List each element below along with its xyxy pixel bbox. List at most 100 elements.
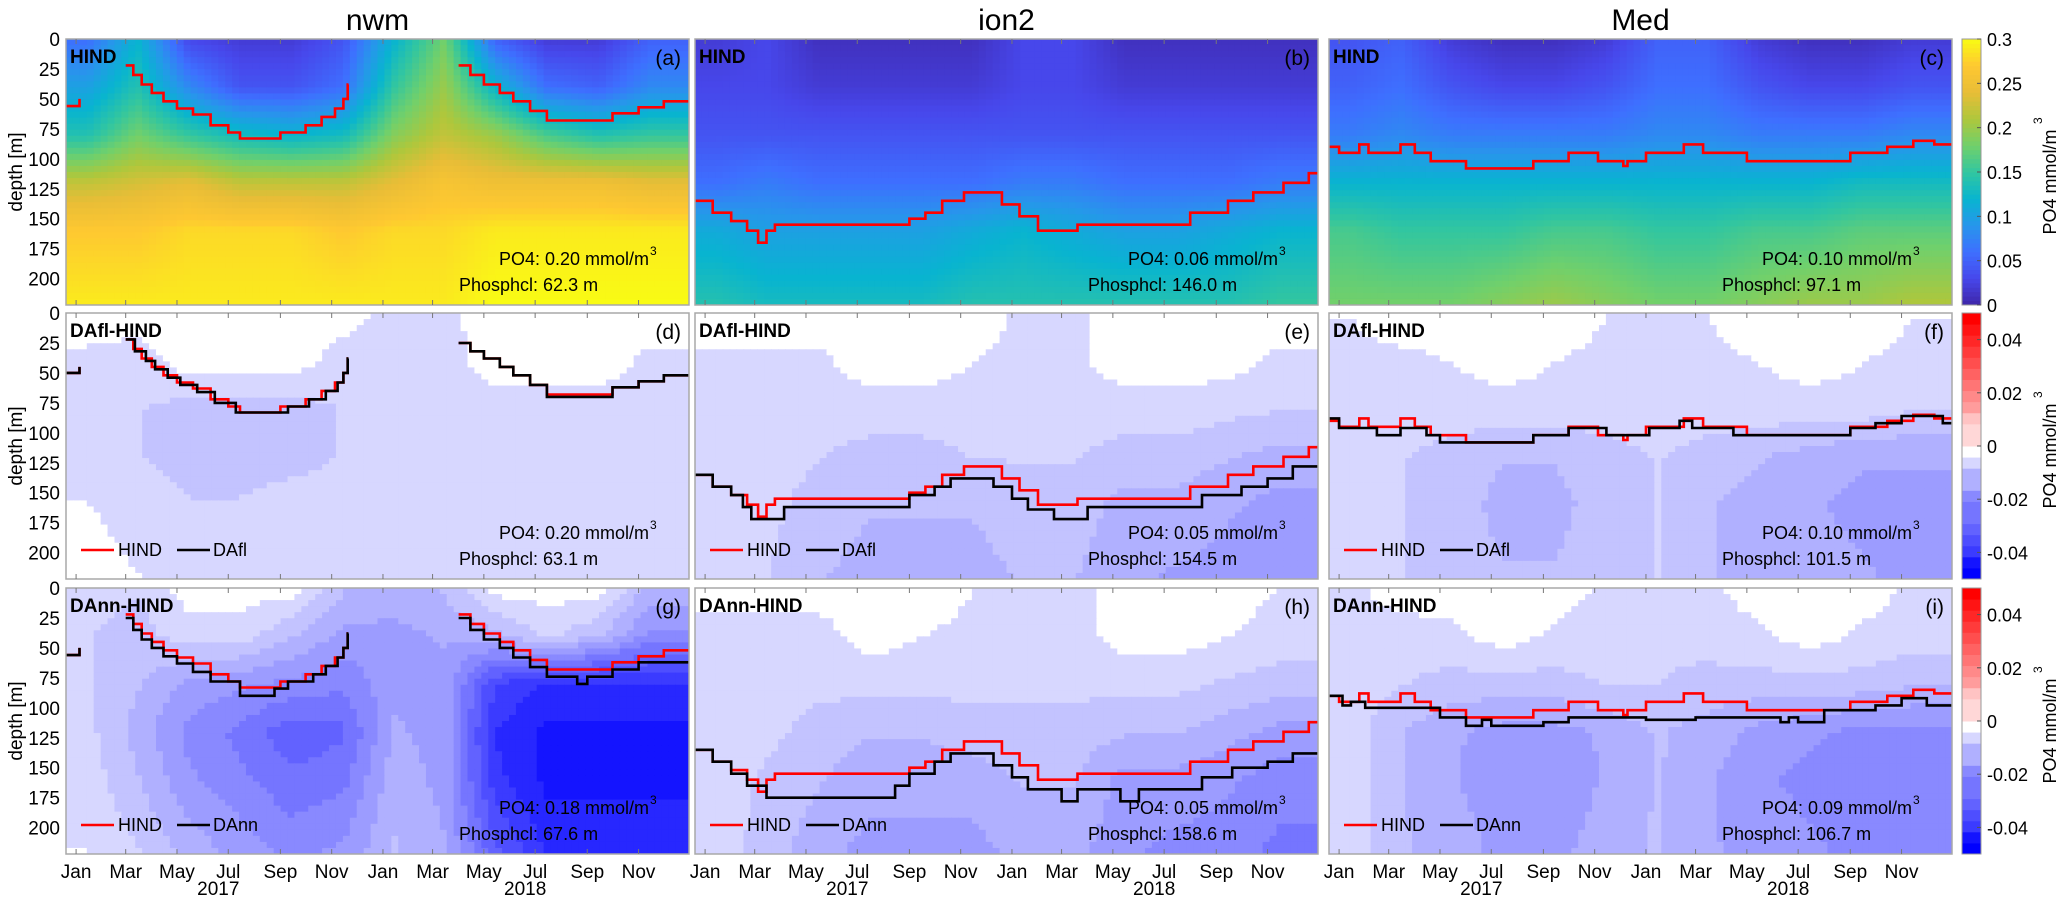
heatmap-cell (1151, 63, 1160, 70)
heatmap-cell (412, 298, 420, 305)
heatmap-cell (335, 123, 344, 131)
heatmap-cell (736, 63, 745, 70)
heatmap-cell (259, 111, 268, 119)
heatmap-cell (1158, 75, 1167, 82)
heatmap-cell (909, 99, 918, 107)
heatmap-cell (391, 117, 399, 125)
heatmap-cell (190, 178, 199, 185)
heatmap-cell (1179, 87, 1188, 95)
heatmap-cell (419, 280, 427, 288)
heatmap-cell (439, 196, 448, 203)
heatmap-cell (128, 57, 136, 64)
heatmap-cell (162, 69, 171, 76)
heatmap-cell (1096, 45, 1105, 52)
heatmap-cell (626, 123, 635, 131)
heatmap-cell (349, 238, 358, 246)
heatmap-cell (93, 184, 102, 191)
heatmap-cell (888, 57, 897, 64)
heatmap-cell (668, 141, 676, 149)
heatmap-cell (1276, 93, 1284, 101)
heatmap-cell (791, 51, 800, 58)
heatmap-cell (301, 298, 309, 305)
heatmap-cell (1144, 63, 1153, 70)
heatmap-cell (571, 75, 579, 82)
heatmap-cell (1241, 93, 1250, 101)
heatmap-cell (509, 214, 517, 221)
line-hind (125, 64, 349, 140)
heatmap-cell (135, 298, 143, 305)
heatmap-cell (854, 69, 862, 76)
heatmap-cell (72, 292, 81, 300)
heatmap-cell (1103, 39, 1111, 46)
heatmap-cell (100, 202, 109, 209)
heatmap-cell (86, 159, 95, 167)
heatmap-cell (854, 39, 862, 46)
heatmap-cell (93, 196, 102, 203)
heatmap-cell (605, 111, 614, 119)
heatmap-cell (847, 57, 855, 64)
heatmap-cell (162, 220, 171, 228)
heatmap-cell (481, 178, 489, 185)
heatmap-cell (1290, 69, 1298, 76)
heatmap-cell (529, 141, 538, 149)
heatmap-cell (294, 250, 302, 258)
heatmap-cell (633, 286, 642, 294)
heatmap-cell (432, 190, 441, 197)
heatmap-cell (377, 214, 386, 221)
heatmap-cell (529, 51, 538, 58)
heatmap-cell (654, 135, 662, 143)
heatmap-cell (363, 111, 372, 119)
heatmap-cell (280, 69, 289, 76)
heatmap-cell (162, 57, 171, 64)
heatmap-cell (682, 111, 689, 119)
heatmap-cell (564, 190, 572, 197)
heatmap-cell (356, 111, 365, 119)
heatmap-cell (1234, 93, 1243, 101)
heatmap-cell (999, 93, 1008, 101)
heatmap-cell (370, 141, 379, 149)
heatmap-cell (142, 135, 150, 143)
heatmap-cell (135, 111, 143, 119)
heatmap-cell (287, 202, 296, 209)
heatmap-cell (425, 141, 434, 149)
heatmap-cell (1158, 81, 1167, 88)
heatmap-cell (169, 141, 178, 149)
heatmap-cell (252, 178, 261, 185)
heatmap-cell (114, 256, 122, 264)
heatmap-cell (1165, 45, 1174, 52)
heatmap-cell (640, 129, 649, 137)
heatmap-cell (301, 39, 309, 46)
heatmap-cell (121, 220, 129, 228)
heatmap-cell (377, 238, 386, 246)
heatmap-cell (826, 99, 835, 107)
heatmap-cell (1034, 57, 1042, 64)
heatmap-cell (114, 39, 122, 46)
heatmap-cell (363, 51, 372, 58)
heatmap-cell (162, 93, 171, 101)
heatmap-cell (273, 39, 282, 46)
heatmap-cell (978, 45, 987, 52)
heatmap-cell (571, 153, 579, 161)
heatmap-cell (432, 87, 441, 95)
heatmap-cell (1054, 45, 1063, 52)
heatmap-cell (522, 57, 531, 64)
heatmap-cell (183, 262, 192, 270)
heatmap-cell (225, 208, 233, 215)
heatmap-cell (592, 196, 600, 203)
heatmap-cell (1200, 93, 1208, 101)
heatmap-cell (232, 165, 240, 173)
heatmap-cell (515, 159, 524, 167)
heatmap-cell (342, 286, 351, 294)
heatmap-cell (1089, 81, 1098, 88)
heatmap-cell (874, 75, 883, 82)
heatmap-cell (784, 69, 793, 76)
heatmap-cell (342, 172, 351, 179)
heatmap-cell (550, 226, 559, 234)
heatmap-cell (522, 298, 531, 305)
heatmap-cell (951, 63, 959, 70)
heatmap-cell (142, 190, 150, 197)
heatmap-cell (536, 250, 545, 258)
heatmap-cell (958, 75, 966, 82)
heatmap-cell (384, 63, 392, 70)
heatmap-cell (114, 172, 122, 179)
